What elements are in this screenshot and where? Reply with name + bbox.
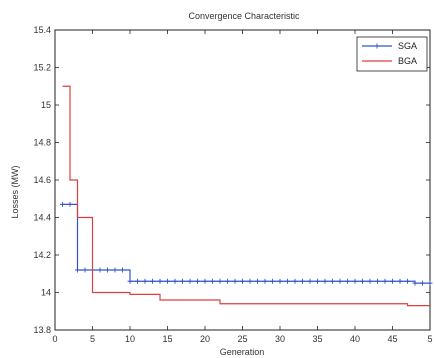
data-point-sga: [352, 278, 358, 284]
x-axis-label: Generation: [220, 347, 265, 357]
data-point-sga: [420, 280, 425, 286]
data-point-sga: [397, 278, 403, 284]
legend-label-bga: BGA: [398, 56, 417, 66]
data-point-sga: [277, 278, 283, 284]
x-tick-label: 20: [200, 334, 210, 344]
x-tick-label: 5: [427, 334, 432, 344]
series-line-bga: [62, 85, 430, 307]
x-tick-label: 30: [275, 334, 285, 344]
x-tick-label: 10: [125, 334, 135, 344]
data-point-sga: [360, 278, 365, 284]
data-point-sga: [270, 278, 275, 284]
legend: SGA BGA: [356, 36, 428, 72]
series-bga: [62, 85, 430, 307]
data-point-sga: [292, 278, 298, 284]
data-point-sga: [210, 278, 215, 284]
legend-box: [356, 36, 428, 72]
plot-area: [54, 29, 431, 331]
data-point-sga: [105, 267, 110, 273]
data-point-sga: [60, 201, 65, 207]
data-point-sga: [187, 278, 193, 284]
y-axis-ticks: 13.8 14 14.2 14.4 14.6 14.8 15 15.2 15.4: [33, 25, 430, 335]
data-point-sga: [142, 278, 148, 284]
x-tick-label: 45: [387, 334, 397, 344]
x-tick-label: 35: [312, 334, 322, 344]
y-tick-label: 14.6: [33, 175, 51, 185]
data-point-sga: [157, 278, 163, 284]
data-point-sga: [262, 278, 268, 284]
y-axis-label: Losses (MW): [10, 165, 20, 218]
data-point-sga: [120, 267, 125, 273]
data-point-sga: [427, 280, 433, 286]
data-point-sga: [367, 278, 373, 284]
chart-title: Convergence Characteristic: [188, 11, 300, 21]
data-point-sga: [135, 278, 140, 284]
data-point-sga: [202, 278, 208, 284]
data-point-sga: [345, 278, 350, 284]
x-tick-label: 40: [350, 334, 360, 344]
data-point-sga: [307, 278, 313, 284]
data-point-sga: [112, 267, 118, 273]
data-point-sga: [390, 278, 395, 284]
data-point-sga: [67, 201, 73, 207]
y-tick-label: 14.8: [33, 138, 51, 148]
x-tick-label: 5: [90, 334, 95, 344]
data-point-sga: [330, 278, 335, 284]
x-tick-label: 25: [237, 334, 247, 344]
data-point-sga: [225, 278, 230, 284]
x-tick-label: 0: [52, 334, 57, 344]
data-point-sga: [232, 278, 238, 284]
y-tick-label: 14: [41, 288, 51, 298]
data-point-sga: [150, 278, 155, 284]
series-sga: [60, 201, 433, 286]
data-point-sga: [247, 278, 253, 284]
data-point-sga: [172, 278, 178, 284]
data-point-sga: [255, 278, 260, 284]
x-axis-ticks: 0 5 10 15 20 25 30 35 40 45 5: [52, 30, 433, 344]
data-point-sga: [285, 278, 290, 284]
data-point-sga: [82, 267, 88, 273]
y-tick-label: 15.4: [33, 25, 51, 35]
y-tick-label: 13.8: [33, 325, 51, 335]
data-point-sga: [217, 278, 223, 284]
data-point-sga: [195, 278, 200, 284]
data-point-sga: [412, 280, 418, 286]
y-tick-label: 15: [41, 100, 51, 110]
y-tick-label: 14.4: [33, 213, 51, 223]
data-point-sga: [165, 278, 170, 284]
data-point-sga: [240, 278, 245, 284]
data-point-sga: [315, 278, 320, 284]
series-layer: [60, 85, 433, 307]
x-tick-label: 15: [162, 334, 172, 344]
legend-marker-sga: [374, 43, 380, 49]
data-point-sga: [382, 278, 388, 284]
legend-label-sga: SGA: [398, 41, 417, 51]
data-point-sga: [375, 278, 380, 284]
data-point-sga: [322, 278, 328, 284]
y-tick-label: 14.2: [33, 250, 51, 260]
data-point-sga: [180, 278, 185, 284]
data-point-sga: [75, 267, 80, 273]
data-point-sga: [300, 278, 305, 284]
data-point-sga: [127, 278, 133, 284]
data-point-sga: [337, 278, 343, 284]
data-point-sga: [405, 278, 410, 284]
y-tick-label: 15.2: [33, 63, 51, 73]
data-point-sga: [97, 267, 103, 273]
